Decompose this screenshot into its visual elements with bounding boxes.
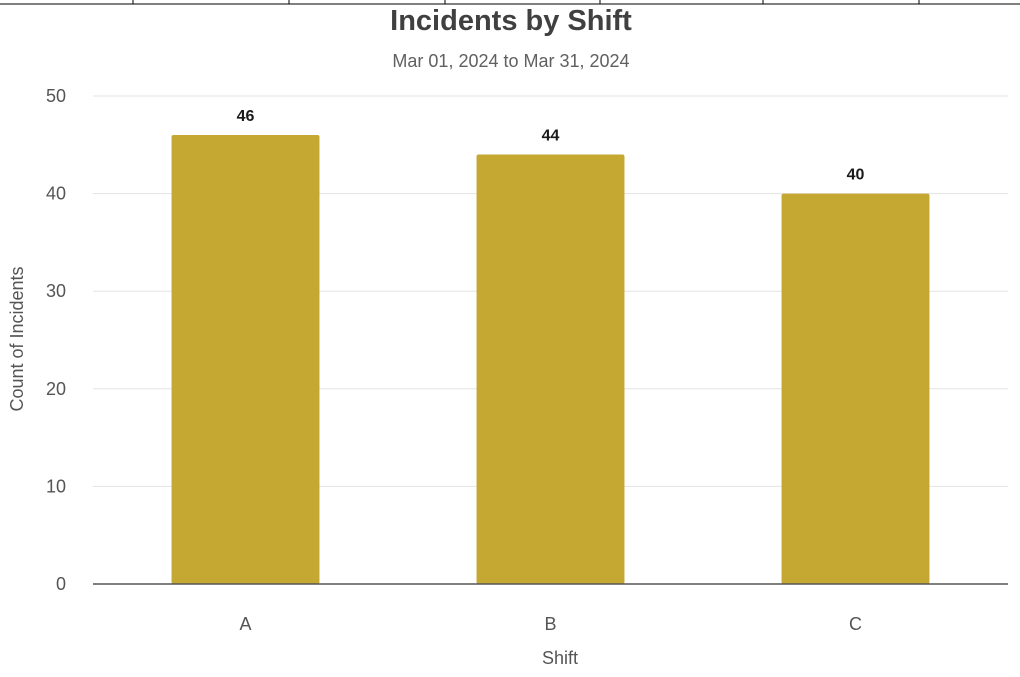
data-label: 40 [847,167,865,184]
y-axis-title: Count of Incidents [7,266,27,411]
y-tick-label: 10 [46,476,66,496]
y-tick-label: 0 [56,574,66,594]
chart-title: Incidents by Shift [390,5,632,37]
y-axis-ticks: 0 10 20 30 40 50 [46,86,66,594]
x-axis-title: Shift [542,648,578,668]
data-label: 44 [542,128,560,145]
x-tick-label: C [849,614,862,634]
bars [171,135,930,585]
x-tick-label: A [239,614,251,634]
bar-b [476,154,625,584]
top-table-edge [0,0,1020,5]
y-tick-label: 30 [46,281,66,301]
x-tick-label: B [544,614,556,634]
data-label: 46 [237,108,255,125]
y-tick-label: 20 [46,379,66,399]
x-axis-ticks: A B C [239,614,862,634]
bar-c [781,193,930,584]
chart-subtitle: Mar 01, 2024 to Mar 31, 2024 [392,51,629,71]
y-tick-label: 40 [46,184,66,204]
bar-a [171,135,320,585]
y-tick-label: 50 [46,86,66,106]
data-labels: 46 44 40 [237,108,865,184]
